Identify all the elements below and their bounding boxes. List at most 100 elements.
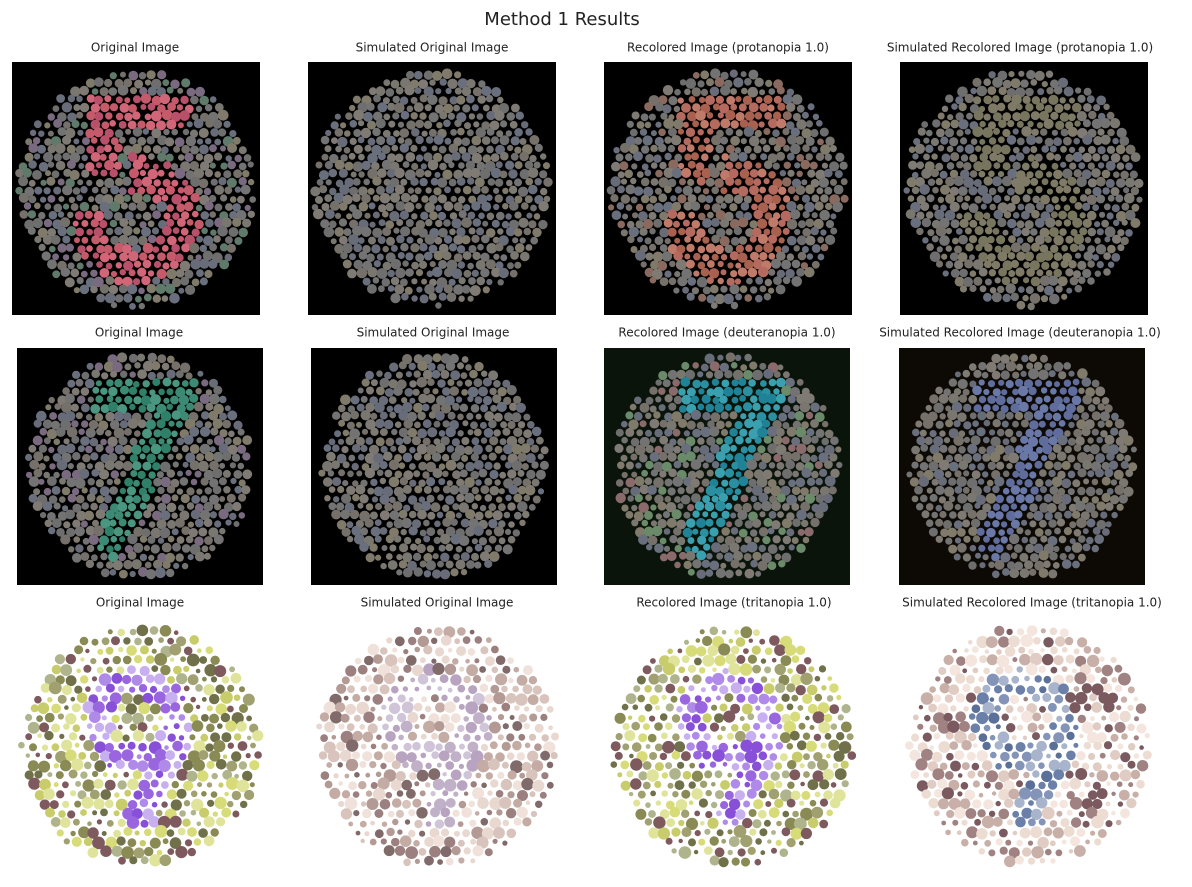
plate-dot [514,243,525,253]
plate-dot [1106,111,1115,120]
plate-dot [983,292,992,302]
plate-dot [47,476,57,487]
plate-dot [499,170,508,179]
plate-dot [809,486,820,497]
plate-dot [217,723,223,729]
plate-dot [74,237,80,244]
plate-dot [1010,78,1021,89]
plate-dot [91,235,101,245]
plate-dot [212,468,223,479]
plate-dot [114,143,123,153]
plate-dot [1053,361,1064,372]
plate-dot [498,267,509,279]
plate-dot [149,203,157,211]
plate-dot [386,135,396,146]
plate-dot [191,113,199,121]
plate-dot [1023,277,1030,284]
plate-dot [944,471,952,478]
plate-dot [708,536,715,543]
plate-dot [621,436,628,444]
plate-dot [753,259,764,270]
plate-dot [463,751,472,760]
plate-dot [114,276,123,286]
plate-dot [1015,267,1025,277]
plate-dot [935,177,943,186]
panel-title: Simulated Recolored Image (protanopia 1.… [887,41,1153,55]
plate-dot [28,179,36,187]
plate-dot [229,462,236,469]
plate-dot [735,435,744,445]
plate-dot [470,167,481,179]
plate-dot [453,253,463,262]
plate-dot [454,119,462,128]
plate-dot [220,712,231,723]
plate-dot [720,254,728,261]
plate-dot [113,478,121,485]
plate-dot [327,750,340,763]
plate-dot [34,186,43,195]
plate-dot [1027,120,1034,128]
plate-dot [445,761,455,770]
plate-dot [537,453,544,460]
plate-dot [700,119,709,129]
plate-dot [193,740,206,753]
plate-dot [1082,528,1089,535]
plate-dot [964,259,974,269]
plate-dot [198,128,209,138]
plate-dot [424,202,436,213]
plate-dot [686,144,695,153]
plate-dot [59,759,72,772]
plate-dot [641,519,649,527]
plate-dot [223,486,231,494]
plate-dot [716,517,726,528]
plate-dot [1082,394,1093,405]
plate-dot [726,95,736,105]
plate-dot [778,527,786,535]
plate-dot [162,225,172,236]
plate-dot [161,362,170,371]
plate-dot [426,685,432,691]
plate-dot [989,429,996,436]
plate-dot [1063,185,1072,194]
plate-dot [438,544,446,552]
plate-dot [24,152,34,162]
plate-dot [436,511,444,519]
plate-dot [1034,528,1044,537]
plate-dot [811,503,820,513]
plate-dot [88,420,99,430]
plate-dot [424,284,435,295]
plate-dot [702,286,711,295]
plate-dot [79,102,90,113]
plate-dot [185,388,193,396]
plate-dot [428,292,437,301]
plate-dot [121,846,134,859]
plate-dot [444,267,454,278]
plate-dot [471,269,479,277]
plate-dot [787,169,795,177]
plate-dot [480,437,488,444]
plate-dot [915,420,923,428]
plate-dot [754,112,763,120]
plate-dot [450,534,462,545]
plate-dot [110,185,120,195]
plate-dot [1002,454,1010,462]
plate-dot [1031,209,1040,219]
plate-dot [1026,268,1035,277]
plate-dot [735,293,743,301]
plate-dot [389,411,397,419]
plate-dot [782,128,790,136]
plate-dot [226,493,236,503]
plate-dot [987,86,997,95]
plate-dot [79,734,86,741]
plate-dot [720,443,731,454]
plate-dot [978,252,989,262]
plate-dot [362,277,371,286]
plate-dot [929,444,940,455]
plate-dot [654,494,664,504]
plate-dot [700,380,709,389]
plate-dot [659,470,667,478]
plate-dot [529,713,538,722]
plate-dot [424,234,436,245]
plate-dot [935,226,947,237]
plate-dot [467,145,478,156]
